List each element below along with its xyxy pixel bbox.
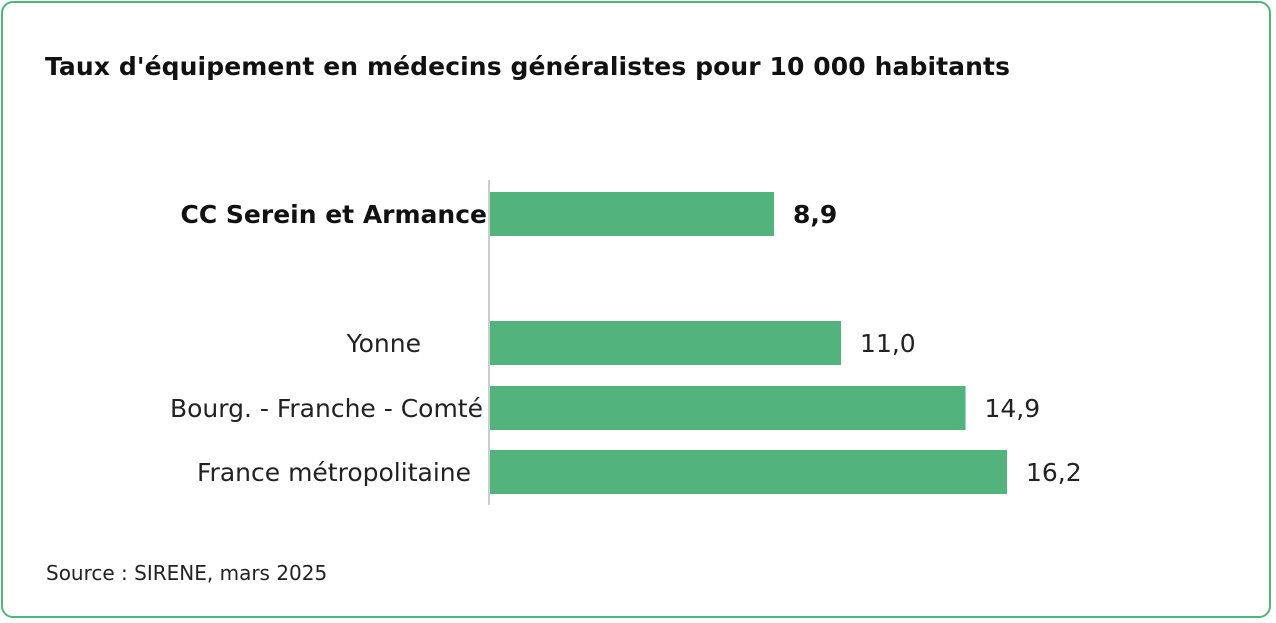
chart-title: Taux d'équipement en médecins généralist… [45,52,1010,81]
value-label: 8,9 [793,200,837,229]
bar [490,450,1007,494]
category-label: Yonne [346,329,421,358]
bar [490,386,966,430]
chart-title-part2: pour 10 000 habitants [695,52,1011,81]
source-note: Source : SIRENE, mars 2025 [46,561,328,585]
bar [490,192,775,236]
value-label: 16,2 [1026,458,1082,487]
category-label: France métropolitaine [197,458,471,487]
bar [490,321,842,365]
category-label: CC Serein et Armance [181,200,488,229]
category-label: Bourg. - Franche - Comté [170,394,483,423]
value-label: 14,9 [985,394,1041,423]
chart-title-part1: Taux d'équipement en médecins généralist… [45,52,696,81]
value-label: 11,0 [860,329,916,358]
